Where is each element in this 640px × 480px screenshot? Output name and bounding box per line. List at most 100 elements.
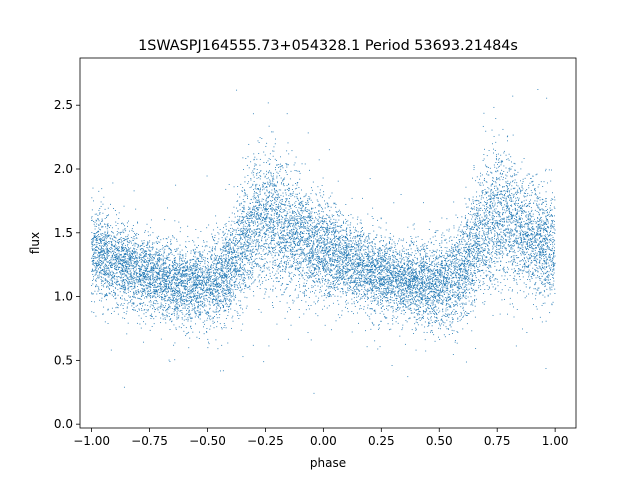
data-point: [162, 305, 164, 307]
data-point: [213, 263, 215, 265]
data-point: [399, 285, 401, 286]
data-point: [389, 267, 391, 269]
data-point: [228, 249, 230, 251]
data-point: [247, 247, 249, 249]
data-point: [444, 336, 446, 338]
data-point: [255, 216, 257, 218]
data-point: [374, 285, 376, 287]
data-point: [396, 309, 397, 310]
data-point: [418, 264, 420, 266]
data-point: [344, 253, 346, 255]
data-point: [111, 281, 113, 282]
data-point: [484, 201, 485, 203]
data-point: [108, 250, 110, 252]
data-point: [244, 285, 246, 287]
data-point: [363, 287, 365, 288]
data-point: [100, 249, 102, 251]
data-point: [340, 296, 342, 298]
data-point: [275, 185, 277, 187]
data-point: [523, 239, 525, 241]
data-point: [480, 198, 482, 200]
data-point: [455, 273, 457, 275]
data-point: [359, 259, 361, 261]
data-point: [232, 242, 234, 244]
data-point: [120, 251, 122, 253]
data-point: [421, 273, 423, 275]
data-point: [411, 285, 412, 287]
data-point: [186, 301, 187, 303]
data-point: [109, 237, 111, 239]
data-point: [498, 253, 500, 255]
data-point: [92, 280, 93, 281]
data-point: [510, 234, 512, 236]
data-point: [183, 300, 185, 302]
data-point: [359, 222, 361, 224]
data-point: [199, 300, 201, 302]
data-point: [457, 321, 459, 322]
data-point: [344, 249, 346, 251]
data-point: [233, 277, 235, 279]
data-point: [289, 206, 291, 208]
data-point: [474, 246, 476, 248]
data-point: [197, 279, 199, 281]
data-point: [242, 274, 244, 276]
data-point: [507, 236, 509, 238]
data-point: [422, 270, 424, 272]
data-point: [418, 278, 420, 280]
data-point: [480, 245, 482, 247]
data-point: [137, 222, 139, 224]
data-point: [409, 279, 411, 281]
data-point: [517, 192, 519, 194]
data-point: [379, 268, 381, 270]
data-point: [386, 301, 388, 303]
data-point: [119, 263, 121, 265]
data-point: [219, 262, 221, 264]
data-point: [506, 218, 508, 220]
data-point: [543, 235, 545, 237]
data-point: [298, 256, 300, 258]
data-point: [491, 239, 493, 241]
data-point: [242, 221, 244, 223]
data-point: [545, 191, 547, 193]
data-point: [290, 195, 292, 197]
data-point: [526, 222, 528, 224]
data-point: [406, 321, 408, 323]
data-point: [322, 268, 323, 269]
data-point: [323, 221, 325, 222]
data-point: [498, 240, 500, 241]
data-point: [303, 259, 305, 261]
data-point: [137, 264, 139, 266]
data-point: [189, 267, 190, 269]
data-point: [231, 253, 233, 255]
data-point: [510, 248, 512, 250]
data-point: [279, 246, 281, 248]
data-point: [368, 253, 370, 255]
data-point: [539, 251, 540, 253]
data-point: [362, 234, 364, 235]
data-point: [179, 244, 181, 246]
data-point: [554, 293, 556, 294]
data-point: [282, 266, 284, 268]
data-point: [312, 236, 314, 238]
data-point: [375, 312, 377, 314]
data-point: [275, 184, 277, 186]
data-point: [271, 214, 273, 216]
data-point: [331, 269, 333, 271]
data-point: [227, 264, 229, 266]
data-point: [317, 239, 319, 241]
data-point: [364, 254, 366, 255]
data-point: [530, 239, 532, 241]
data-point: [346, 254, 348, 256]
data-point: [443, 281, 444, 283]
data-point: [164, 307, 166, 309]
data-point: [112, 232, 114, 234]
data-point: [152, 270, 154, 272]
data-point: [298, 309, 300, 310]
data-point: [456, 271, 458, 273]
data-point: [543, 231, 545, 233]
data-point: [123, 232, 125, 234]
data-point: [503, 269, 505, 270]
data-point: [471, 260, 473, 262]
data-point: [153, 307, 155, 309]
data-point: [165, 279, 167, 281]
